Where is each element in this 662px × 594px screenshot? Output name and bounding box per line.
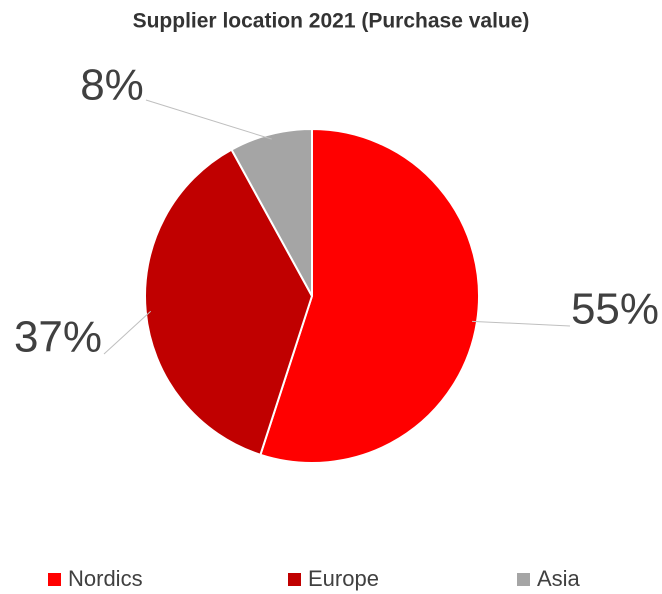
pie-slice (259, 127, 480, 464)
data-label: 55% (571, 285, 659, 334)
legend-swatch (288, 573, 301, 586)
data-label: 37% (14, 313, 102, 362)
pie-slice (230, 127, 313, 297)
chart-title: Supplier location 2021 (Purchase value) (133, 10, 530, 33)
legend-label: Nordics (68, 566, 143, 591)
data-label: 8% (80, 61, 144, 110)
legend-label: Europe (308, 566, 379, 591)
legend-swatch (48, 573, 61, 586)
leader-line (145, 99, 272, 140)
leader-line (103, 310, 152, 355)
legend-label: Asia (537, 566, 581, 591)
pie-slice (144, 148, 314, 457)
legend-swatch (517, 573, 530, 586)
leader-line (471, 320, 571, 327)
